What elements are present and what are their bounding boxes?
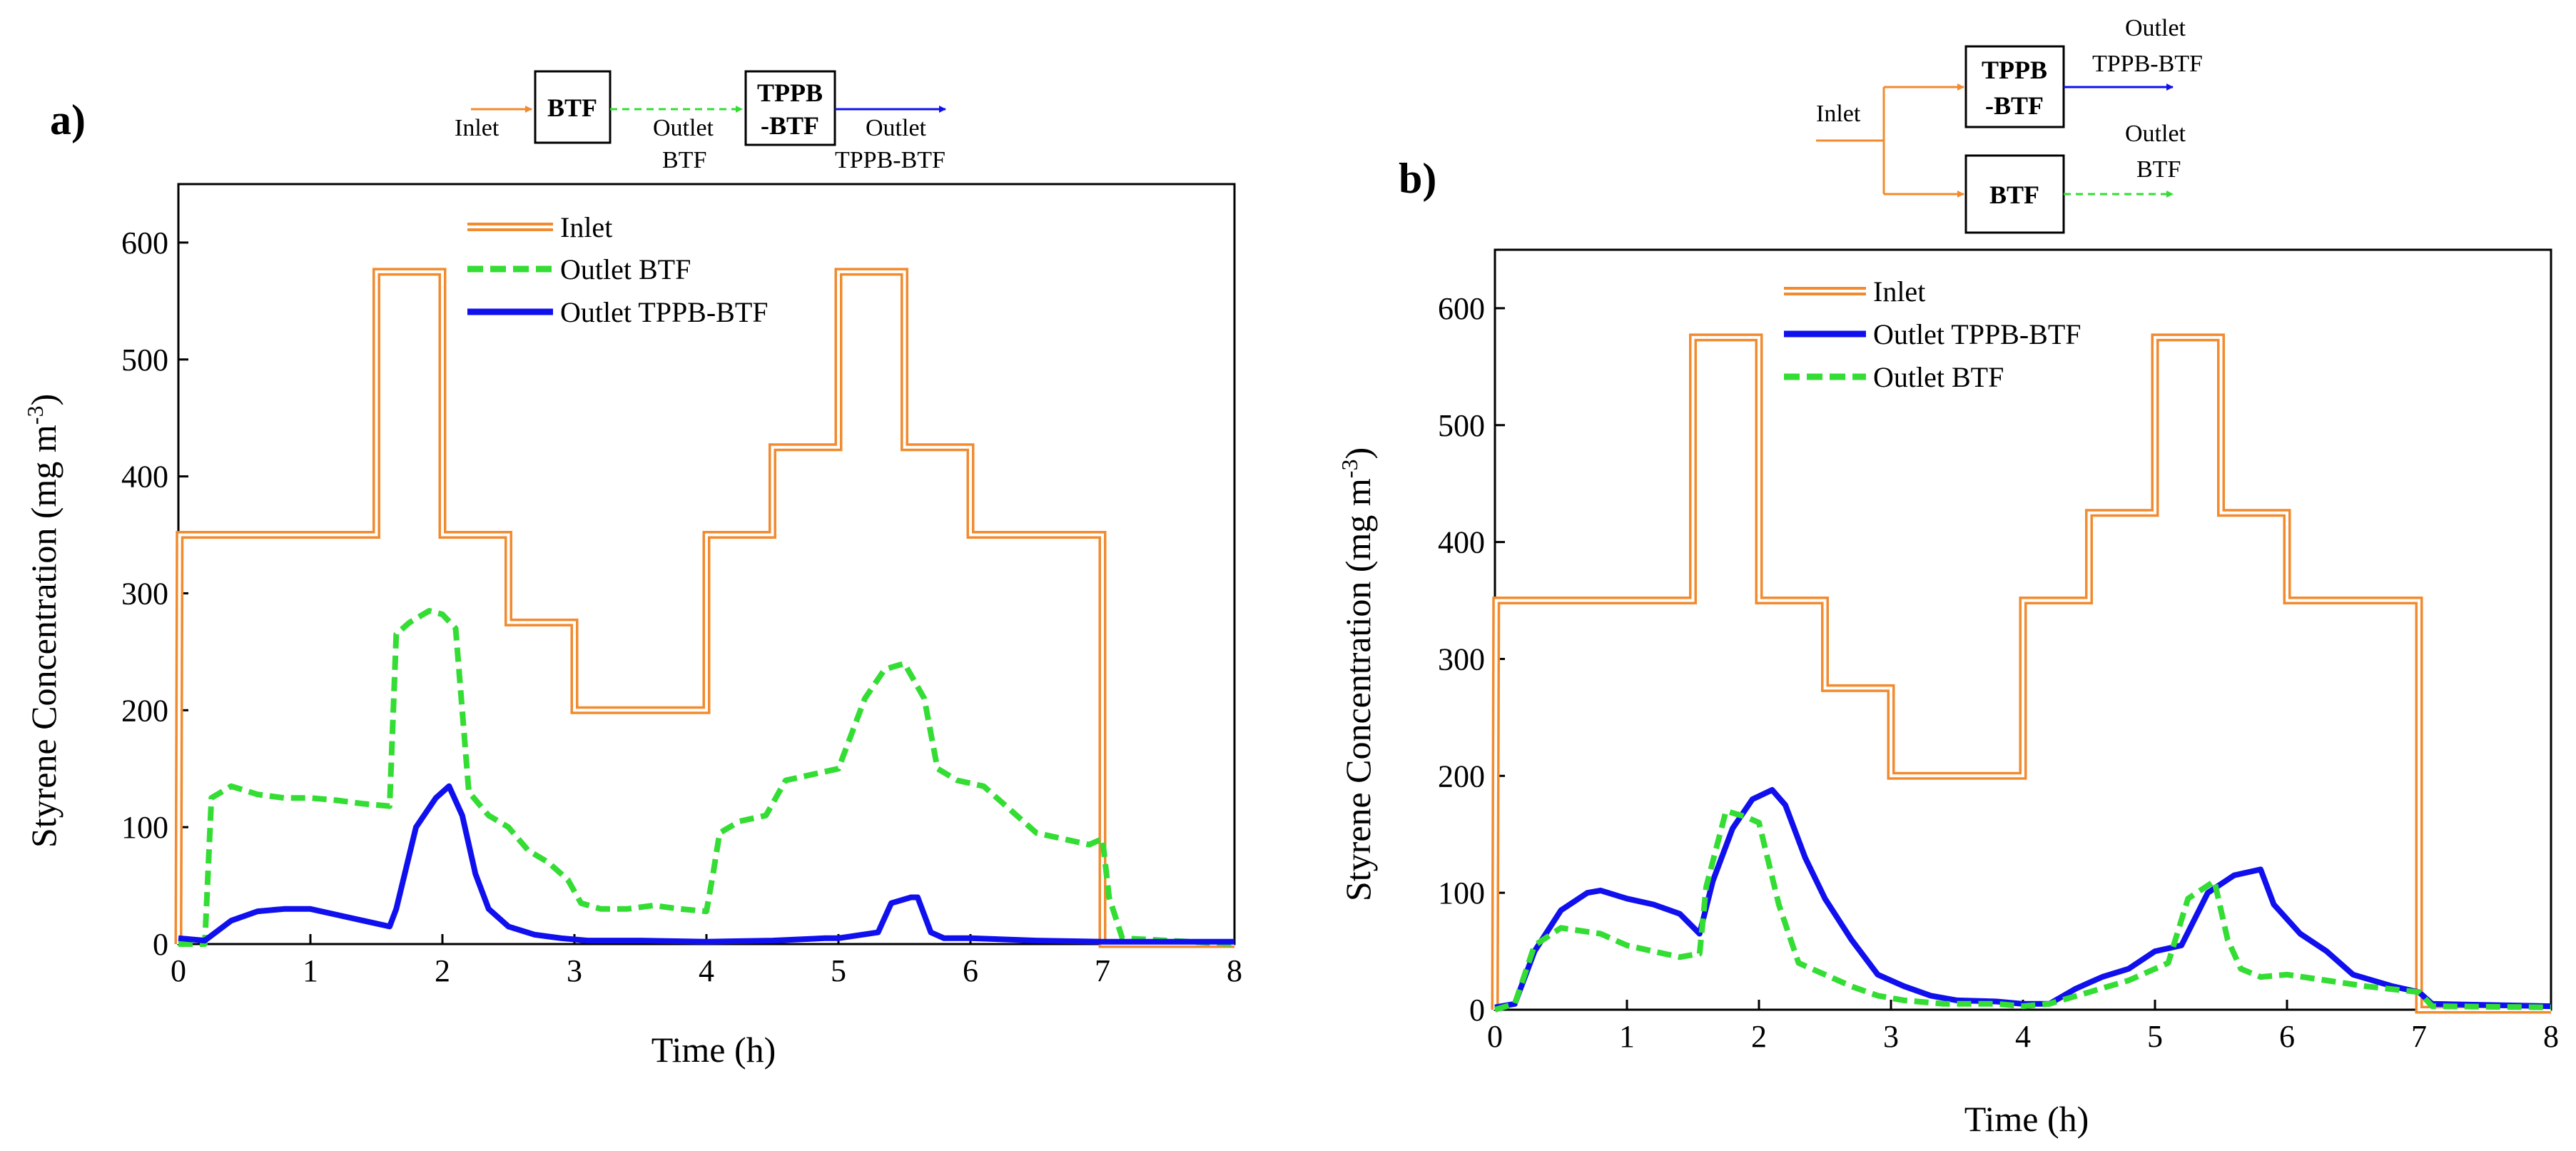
diagram-b-outlet2-line1: Outlet bbox=[2125, 121, 2186, 147]
panel-b-y-tick-label: 300 bbox=[1438, 642, 1485, 676]
panel-a-x-tick-label: 1 bbox=[303, 953, 318, 988]
panel-b-x-axis-title: Time (h) bbox=[1964, 1099, 2089, 1139]
panel-b-y-tick-label: 600 bbox=[1438, 291, 1485, 326]
diagram-b-tppb-box bbox=[1964, 45, 2065, 128]
panel-a-x-tick-label: 0 bbox=[171, 953, 186, 988]
diagram-b-tppb-box-line2: -BTF bbox=[1985, 91, 2044, 120]
panel-b-plot: 0 1 2 3 4 5 6 7 8 0 100 200 300 400 500 600 bbox=[1438, 248, 2559, 1054]
panel-b-y-tick-label: 400 bbox=[1438, 525, 1485, 560]
panel-b-x-tick-label: 1 bbox=[1619, 1019, 1635, 1054]
panel-a-y-axis-title-main: Styrene Concentration (mg m bbox=[24, 425, 64, 848]
panel-a-y-axis-title-close: ) bbox=[24, 394, 64, 406]
panel-a-x-tick-label: 3 bbox=[567, 953, 582, 988]
legend-b-outlet-btf-label: Outlet BTF bbox=[1873, 361, 2004, 393]
panel-a-y-axis-title: Styrene Concentration (mg m-3) bbox=[22, 394, 64, 848]
panel-b-x-tick-label: 0 bbox=[1487, 1019, 1503, 1054]
panel-b-x-tick-label: 8 bbox=[2543, 1019, 2559, 1054]
panel-a-x-tick-label: 4 bbox=[699, 953, 714, 988]
legend-b-inlet: Inlet bbox=[1784, 275, 1925, 308]
panel-a-series-outlet-tppb-line bbox=[178, 783, 1234, 945]
diagram-a-tppb-box-line1: TPPB bbox=[757, 78, 823, 107]
panel-a-y-tick-label: 200 bbox=[121, 693, 168, 728]
panel-b-x-tick-label: 3 bbox=[1883, 1019, 1899, 1054]
panel-b-y-axis-title: Styrene Concentration (mg m-3) bbox=[1337, 447, 1378, 901]
diagram-b-outlet1-line1: Outlet bbox=[2125, 15, 2186, 41]
diagram-a-outlet1-line1: Outlet bbox=[653, 115, 714, 141]
panel-a-series-outlet-btf-line bbox=[178, 608, 1235, 947]
panel-a-x-tick-label: 6 bbox=[963, 953, 978, 988]
legend-a-outlet-btf-label: Outlet BTF bbox=[560, 253, 691, 285]
panel-a-label: a) bbox=[50, 96, 86, 143]
panel-b-x-tick-label: 5 bbox=[2147, 1019, 2163, 1054]
panel-b-x-tick-label: 2 bbox=[1751, 1019, 1767, 1054]
panel-a-diagram: Inlet BTF Outlet BTF TPPB -BTF Outlet TP… bbox=[455, 70, 946, 173]
diagram-b-inlet-label: Inlet bbox=[1816, 101, 1861, 127]
panel-a-x-tick-label: 2 bbox=[435, 953, 450, 988]
panel-a-x-tick-label: 5 bbox=[831, 953, 846, 988]
panel-a-legend: Inlet Outlet BTF Outlet TPPB-BTF bbox=[467, 211, 769, 328]
panel-a-y-tick-label: 0 bbox=[153, 927, 168, 962]
panel-b-legend: Inlet Outlet TPPB-BTF Outlet BTF bbox=[1784, 275, 2081, 393]
diagram-a-btf-box bbox=[534, 70, 612, 144]
legend-a-outlet-btf: Outlet BTF bbox=[467, 253, 691, 285]
diagram-a-outlet2-line2: TPPB-BTF bbox=[835, 147, 945, 173]
panel-a-plot: 0 1 2 3 4 5 6 7 8 0 100 200 300 400 500 600 bbox=[121, 183, 1242, 988]
panel-b-x-tick-label: 4 bbox=[2015, 1019, 2031, 1054]
legend-a-inlet-label: Inlet bbox=[560, 211, 612, 243]
panel-a: a) Inlet BTF Outlet BTF TPPB -BTF Outlet… bbox=[22, 70, 1242, 1070]
panel-a-y-axis-title-sup: -3 bbox=[22, 406, 48, 425]
diagram-a-outlet1-line2: BTF bbox=[662, 147, 706, 173]
panel-b-y-tick-label: 100 bbox=[1438, 876, 1485, 911]
diagram-a-inlet-label: Inlet bbox=[455, 115, 500, 141]
diagram-a-btf-box-label: BTF bbox=[547, 93, 597, 122]
diagram-a-tppb-box-line2: -BTF bbox=[761, 111, 819, 140]
panel-a-y-tick-label: 500 bbox=[121, 343, 168, 377]
panel-a-y-tick-label: 400 bbox=[121, 460, 168, 495]
diagram-b-outlet2-line2: BTF bbox=[2136, 156, 2181, 183]
panel-b-y-axis-title-sup: -3 bbox=[1337, 460, 1362, 479]
panel-a-y-tick-label: 600 bbox=[121, 225, 168, 260]
diagram-a-outlet2-line1: Outlet bbox=[866, 115, 927, 141]
diagram-b-outlet1-line2: TPPB-BTF bbox=[2092, 51, 2203, 77]
legend-b-outlet-tppb: Outlet TPPB-BTF bbox=[1784, 318, 2081, 350]
legend-a-outlet-tppb: Outlet TPPB-BTF bbox=[467, 296, 769, 328]
panel-b-series-outlet-tppb-line bbox=[1494, 787, 2552, 1010]
panel-b-y-axis-title-main: Styrene Concentration (mg m bbox=[1338, 478, 1378, 901]
panel-b-label: b) bbox=[1399, 155, 1436, 202]
diagram-a-tppb-box bbox=[744, 70, 836, 146]
panel-a-series-inlet-line-inner bbox=[177, 270, 1234, 945]
diagram-b-tppb-box-line1: TPPB bbox=[1982, 56, 2047, 84]
panel-a-y-tick-label: 300 bbox=[121, 576, 168, 611]
panel-b-y-tick-label: 500 bbox=[1438, 408, 1485, 443]
panel-a-x-axis-title: Time (h) bbox=[651, 1030, 776, 1070]
legend-b-inlet-label: Inlet bbox=[1873, 275, 1925, 308]
panel-b-series-inlet-line-inner bbox=[1494, 335, 2551, 1011]
legend-b-outlet-btf: Outlet BTF bbox=[1784, 361, 2004, 393]
diagram-b-btf-box-label: BTF bbox=[1989, 181, 2039, 209]
panel-b-y-tick-label: 0 bbox=[1469, 993, 1485, 1028]
panel-b-x-tick-label: 6 bbox=[2279, 1019, 2295, 1054]
panel-a-y-tick-label: 100 bbox=[121, 810, 168, 845]
legend-a-outlet-tppb-label: Outlet TPPB-BTF bbox=[560, 296, 769, 328]
panel-b-diagram: Inlet TPPB -BTF Outlet TPPB-BTF BTF Outl… bbox=[1816, 15, 2203, 234]
panel-b-y-tick-label: 200 bbox=[1438, 759, 1485, 793]
panel-a-x-tick-label: 8 bbox=[1227, 953, 1242, 988]
panel-b-series-outlet-btf-line bbox=[1494, 808, 2552, 1013]
panel-b-x-tick-label: 7 bbox=[2411, 1019, 2427, 1054]
panel-b: b) Inlet TPPB -BTF Outlet TPPB-BTF BTF O… bbox=[1337, 15, 2559, 1139]
legend-b-outlet-tppb-label: Outlet TPPB-BTF bbox=[1873, 318, 2081, 350]
panel-a-x-tick-label: 7 bbox=[1095, 953, 1110, 988]
panel-b-y-axis-title-close: ) bbox=[1338, 447, 1378, 460]
legend-a-inlet: Inlet bbox=[467, 211, 612, 243]
